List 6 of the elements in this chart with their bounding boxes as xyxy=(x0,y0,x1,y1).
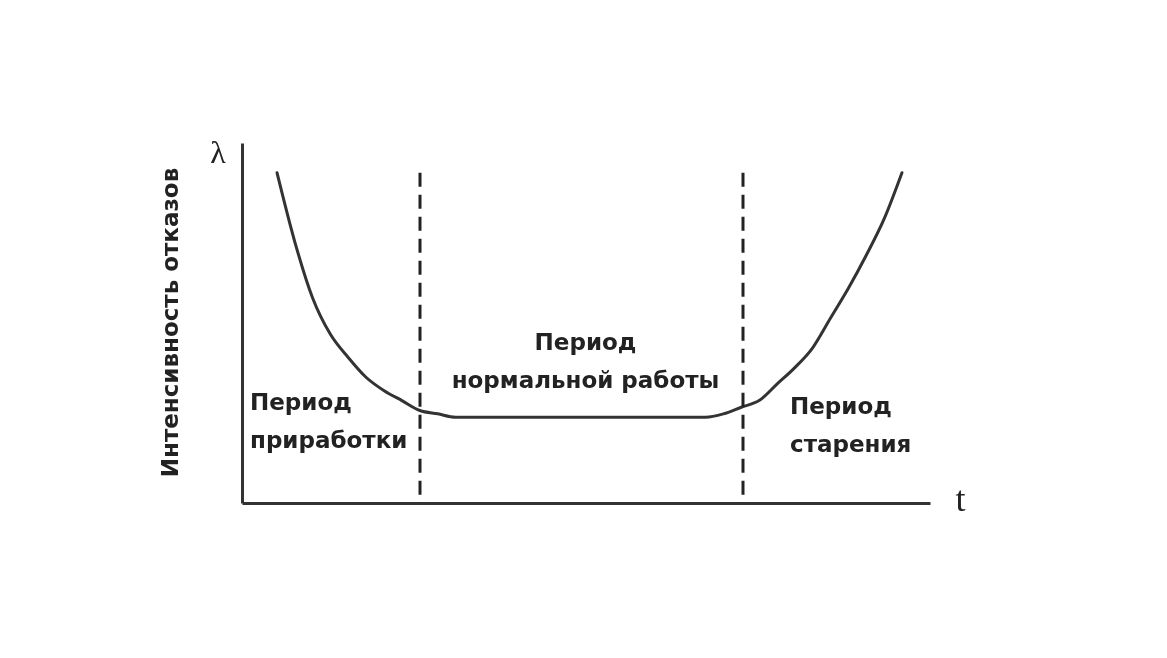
text: λ xyxy=(210,134,227,170)
x-axis-title: t xyxy=(955,478,966,519)
y-axis-title: Интенсивность отказов xyxy=(156,167,183,478)
annotation: Период нормальной работы xyxy=(451,329,720,393)
annotation: Период приработки xyxy=(250,389,408,453)
annotation: Период старения xyxy=(790,393,912,457)
